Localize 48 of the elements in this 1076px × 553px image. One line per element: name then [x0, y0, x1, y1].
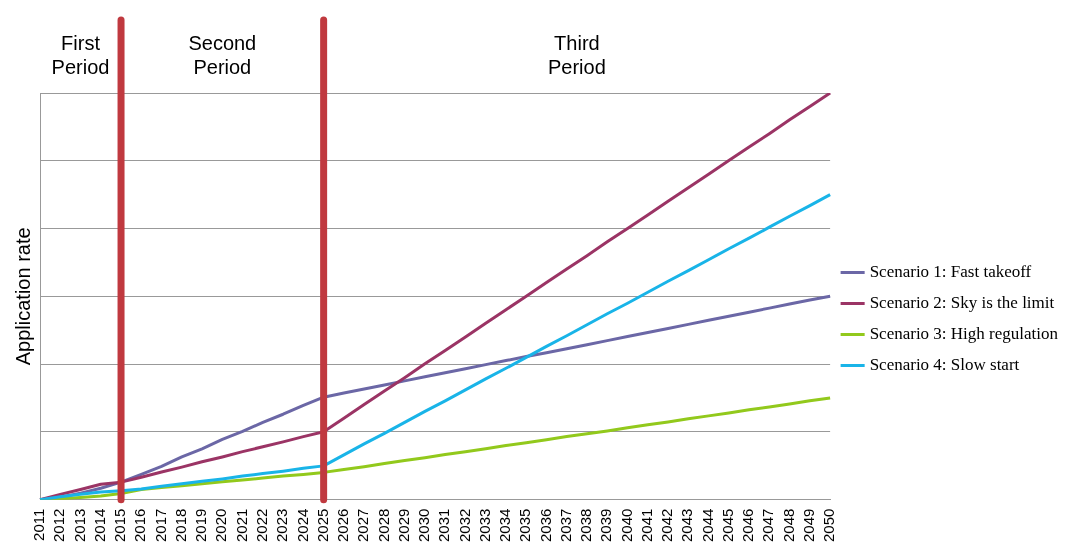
x-tick-label: 2038	[577, 508, 595, 543]
x-tick-label: 2022	[253, 508, 270, 543]
x-tick-label: 2035	[516, 508, 534, 543]
x-tick-label: 2043	[678, 508, 696, 543]
x-tick-label: 2023	[273, 508, 291, 543]
x-tick-label: 2033	[475, 508, 493, 543]
x-tick-label: 2018	[171, 508, 189, 543]
x-tick-label: 2036	[536, 508, 554, 543]
x-tick-label: 2021	[232, 508, 250, 543]
x-tick-label: 2016	[131, 508, 149, 543]
x-tick-label: 2034	[496, 508, 514, 543]
x-tick-label: 2040	[617, 508, 635, 543]
x-tick-label: 2011	[30, 508, 48, 541]
x-tick-label: 2044	[698, 508, 716, 543]
x-tick-label: 2046	[739, 508, 757, 543]
x-tick-label: 2020	[212, 508, 230, 543]
text: Second Period	[188, 31, 257, 78]
x-tick-label: 2029	[394, 508, 412, 543]
x-tick-label: 2032	[455, 508, 473, 543]
x-tick-label: 2013	[70, 508, 88, 543]
legend-label: Scenario 1: Fast takeoff	[869, 261, 1032, 281]
x-tick-label: 2015	[111, 508, 129, 543]
x-tick-label: 2028	[374, 508, 392, 543]
legend-label: Scenario 4: Slow start	[869, 354, 1020, 374]
x-tick-label: 2039	[597, 508, 615, 543]
y-axis-title: Application rate	[11, 227, 34, 366]
x-tick-label: 2024	[293, 508, 311, 543]
x-tick-label: 2014	[90, 508, 108, 543]
x-tick-label: 2025	[313, 508, 331, 543]
x-tick-label: 2045	[718, 508, 736, 543]
x-tick-label: 2042	[658, 508, 676, 543]
x-tick-label: 2049	[800, 508, 818, 543]
x-tick-label: 2019	[192, 508, 210, 543]
x-tick-label: 2031	[435, 508, 453, 543]
x-tick-label: 2050	[820, 508, 838, 543]
x-tick-label: 2027	[354, 508, 372, 543]
x-tick-label: 2026	[334, 508, 352, 543]
legend-label: Scenario 2: Sky is the limit	[869, 292, 1055, 312]
legend-label: Scenario 3: High regulation	[869, 323, 1059, 343]
x-tick-label: 2012	[50, 508, 68, 543]
x-tick-label: 2048	[779, 508, 797, 543]
x-tick-label: 2037	[556, 508, 574, 543]
text: First Period	[51, 31, 110, 78]
x-tick-label: 2017	[151, 508, 169, 543]
x-tick-label: 2030	[415, 508, 433, 543]
x-tick-label: 2041	[637, 508, 655, 543]
x-tick-label: 2047	[759, 508, 777, 543]
text: Third Period	[547, 31, 606, 78]
